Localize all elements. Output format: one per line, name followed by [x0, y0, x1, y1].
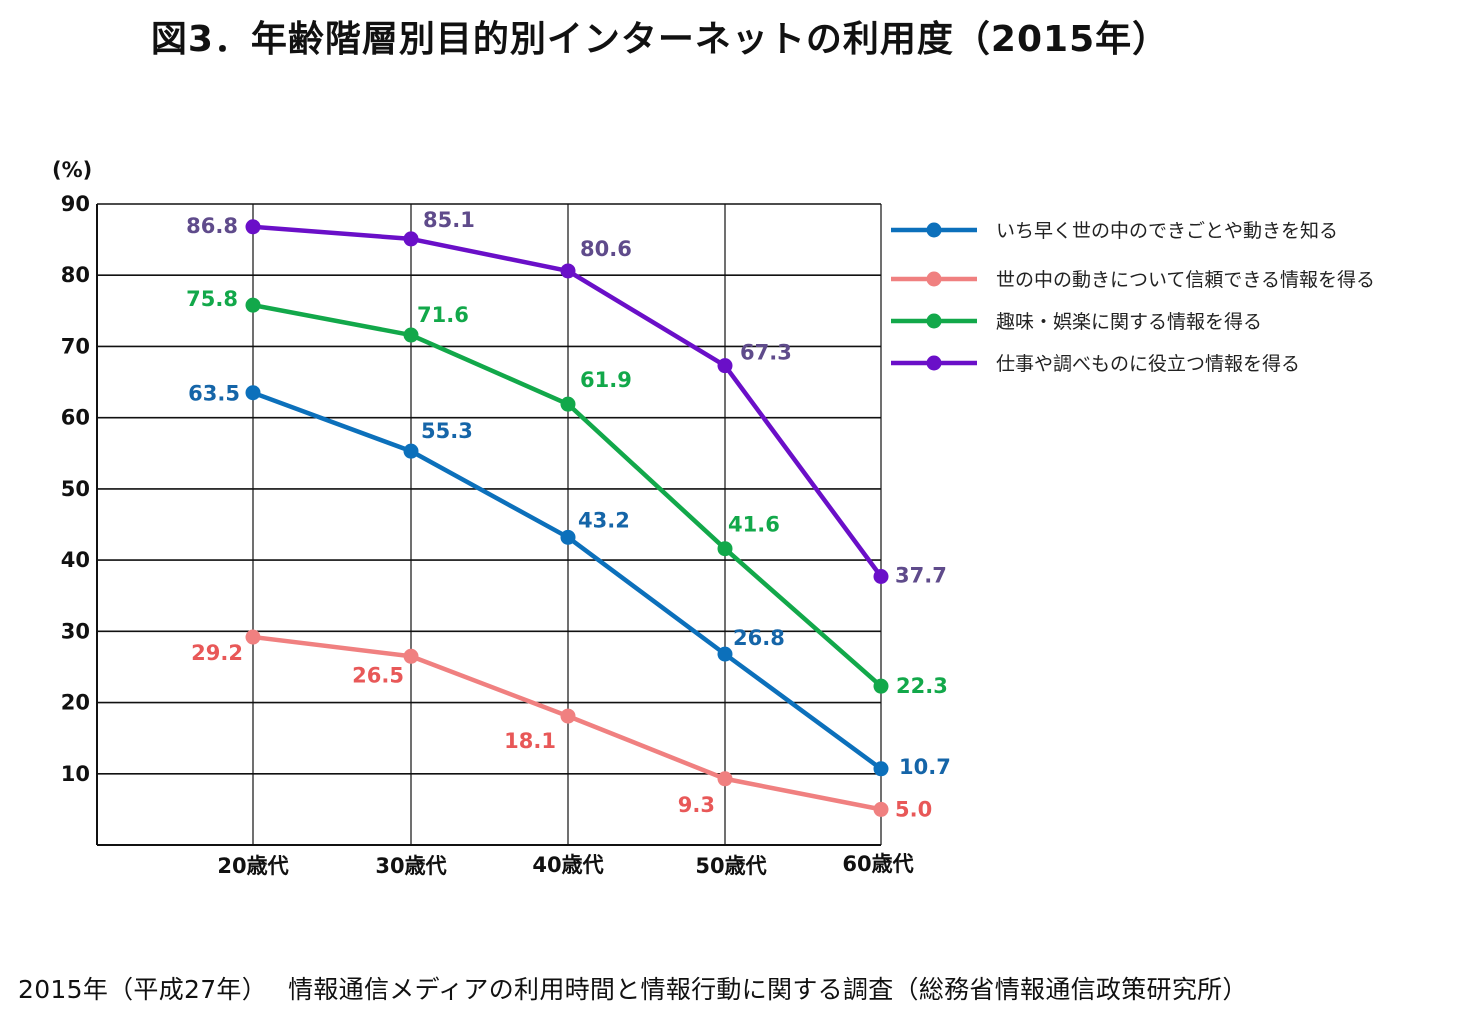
data-label: 10.7: [899, 755, 951, 779]
data-label: 71.6: [417, 303, 469, 327]
data-point: [403, 648, 419, 664]
data-label: 43.2: [578, 508, 630, 532]
gridlines: [96, 203, 882, 846]
y-axis-ticks: 10 20 30 40 50 60 70 80 90: [61, 192, 90, 786]
y-tick-label: 30: [61, 619, 90, 643]
data-labels: 63.5 55.3 43.2 26.8 10.7 29.2 26.5 18.1 9.3 5.0 75…: [186, 208, 951, 821]
y-tick-label: 40: [61, 548, 90, 572]
data-label: 26.5: [352, 663, 404, 687]
data-label: 9.3: [678, 793, 715, 817]
data-label: 86.8: [186, 214, 238, 238]
data-point: [560, 396, 576, 412]
data-label: 26.8: [733, 626, 785, 650]
source-note: 2015年（平成27年） 情報通信メディアの利用時間と情報行動に関する調査（総務…: [18, 975, 1248, 1004]
data-point: [873, 761, 889, 777]
chart-title: 図3．年齢階層別目的別インターネットの利用度（2015年）: [150, 19, 1170, 60]
data-point: [560, 529, 576, 545]
data-point: [403, 327, 419, 343]
data-point: [717, 646, 733, 662]
data-point: [717, 541, 733, 557]
data-point: [403, 443, 419, 459]
legend-marker: [926, 313, 942, 329]
data-point: [873, 678, 889, 694]
data-label: 75.8: [186, 287, 238, 311]
x-tick-label: 50歳代: [695, 854, 766, 878]
data-point: [245, 297, 261, 313]
y-tick-label: 60: [61, 406, 90, 430]
y-tick-label: 10: [61, 762, 90, 786]
data-point: [873, 801, 889, 817]
data-point: [717, 771, 733, 787]
legend-label: 趣味・娯楽に関する情報を得る: [996, 311, 1262, 333]
y-tick-label: 50: [61, 477, 90, 501]
data-point: [873, 568, 889, 584]
legend: いち早く世の中のできごとや動きを知る世の中の動きについて信頼できる情報を得る趣味…: [891, 220, 1375, 375]
data-label: 5.0: [895, 797, 932, 821]
x-axis-ticks: 20歳代 30歳代 40歳代 50歳代 60歳代: [217, 852, 913, 878]
y-tick-label: 90: [61, 192, 90, 216]
x-tick-label: 30歳代: [375, 854, 446, 878]
data-label: 67.3: [740, 341, 792, 365]
data-label: 63.5: [188, 382, 240, 406]
y-tick-label: 80: [61, 263, 90, 287]
y-axis-unit: (%): [52, 158, 92, 182]
legend-marker: [926, 222, 942, 238]
data-label: 22.3: [896, 674, 948, 698]
data-label: 61.9: [580, 368, 632, 392]
x-tick-label: 20歳代: [217, 854, 288, 878]
data-label: 80.6: [580, 237, 632, 261]
x-tick-label: 40歳代: [532, 853, 603, 877]
legend-label: 仕事や調べものに役立つ情報を得る: [996, 353, 1300, 375]
data-label: 55.3: [421, 419, 473, 443]
data-point: [245, 219, 261, 235]
data-point: [245, 385, 261, 401]
data-point: [403, 231, 419, 247]
data-point: [560, 263, 576, 279]
data-label: 29.2: [191, 641, 243, 665]
data-label: 85.1: [423, 208, 475, 232]
y-tick-label: 70: [61, 334, 90, 358]
data-point: [560, 708, 576, 724]
legend-marker: [926, 355, 942, 371]
legend-marker: [926, 271, 942, 287]
legend-label: いち早く世の中のできごとや動きを知る: [996, 220, 1338, 242]
x-tick-label: 60歳代: [842, 852, 913, 876]
data-label: 37.7: [895, 563, 947, 587]
data-point: [245, 629, 261, 645]
series-lines: [245, 219, 889, 817]
data-label: 18.1: [504, 729, 556, 753]
data-label: 41.6: [728, 513, 780, 537]
data-point: [717, 358, 733, 374]
legend-label: 世の中の動きについて信頼できる情報を得る: [996, 269, 1375, 291]
y-tick-label: 20: [61, 691, 90, 715]
